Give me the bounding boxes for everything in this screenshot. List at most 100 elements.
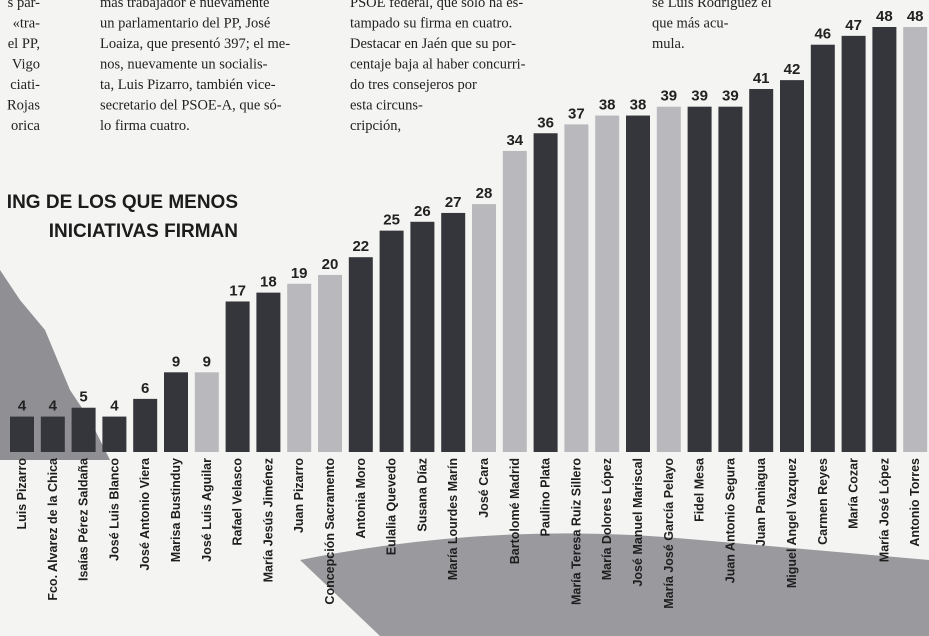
category-label: Juan Paniagua [754,457,768,546]
bar [133,398,158,452]
bar [564,124,589,452]
bar [287,283,312,452]
article-text: esta circuns- [350,98,423,114]
value-label: 20 [322,256,339,273]
category-label: María Teresa Ruiz Sillero [569,458,583,605]
value-label: 18 [260,274,277,291]
bar [595,115,620,453]
article-text: PSOE federal, que sólo ha es- [350,0,523,11]
category-label: María José García Pelayo [662,458,676,609]
article-text: el PP, [8,36,40,52]
article-text: que más acu- [652,16,729,32]
article-text: orica [11,118,41,134]
article-text: ta, Luis Pizarro, también vice- [100,77,276,93]
value-label: 6 [141,380,149,397]
bar [441,212,466,452]
category-label: Susana Díaz [415,458,429,532]
article-text: tampado su firma en cuatro. [350,16,512,32]
article-text: nos, nuevamente un socialis- [100,57,268,73]
category-label: Fidel Mesa [693,457,707,522]
bar [718,106,743,452]
bar [810,44,835,452]
category-label: Antonia Moro [354,458,368,539]
value-label: 36 [537,114,554,131]
article-text: «tra- [13,16,41,32]
bar [472,204,496,452]
category-label: María Dolores López [600,458,614,580]
category-label: Rafael Velasco [231,458,245,546]
value-label: 39 [722,88,739,105]
bar [410,221,435,452]
category-label: Antonio Torres [908,458,922,547]
bar [687,106,712,452]
bar [40,416,65,452]
bar [533,133,558,452]
category-label: María Jesús Jiménez [261,458,275,582]
category-label: José Luis Aguilar [200,458,214,562]
article-text: más trabajador e nuevamente [100,0,270,11]
value-label: 28 [476,185,493,202]
article-text: secretario del PSOE-A, que só- [100,98,282,114]
value-label: 19 [291,265,308,282]
bar [749,88,774,453]
value-label: 9 [203,353,211,370]
category-label: José Cara [477,457,491,518]
category-label: Marisa Bustinduy [169,458,183,562]
category-label: Luis Pizarro [15,458,29,530]
background-shape [300,533,929,636]
article-text: cripción, [350,118,401,134]
category-label: Isaías Pérez Saldaña [77,457,91,581]
category-label: María Lourdes Marín [446,458,460,580]
bar [256,292,281,452]
bar [626,115,650,453]
value-label: 47 [845,17,862,34]
bar [656,106,681,452]
article-text: un parlamentario del PP, José [100,16,270,32]
category-label: José Luis Blanco [107,458,121,561]
bar [71,407,96,452]
value-label: 17 [229,282,246,299]
chart-title: INICIATIVAS FIRMAN [49,221,238,242]
category-label: Juan Pizarro [292,458,306,533]
value-label: 38 [630,97,647,114]
value-label: 42 [784,61,801,78]
bar [318,274,342,452]
category-label: Fco. Alvarez de la Chica [46,457,60,601]
article-text: ciati- [10,77,40,93]
category-label: Carmen Reyes [816,458,830,545]
category-label: Paulino Plata [539,457,553,537]
article-text: do tres consejeros por [350,77,477,93]
value-label: 37 [568,105,585,122]
article-text: Rojas [7,98,40,114]
bar [379,230,404,452]
value-label: 25 [383,212,400,229]
value-label: 46 [814,26,831,43]
chart-title: ING DE LOS QUE MENOS [7,192,238,213]
value-label: 34 [506,132,523,149]
category-label: José Antonio Viera [138,457,152,571]
article-text: Loaiza, que presentó 397; el me- [100,36,290,52]
value-label: 26 [414,203,431,220]
value-label: 38 [599,97,616,114]
bar [348,257,373,452]
article-text: centaje baja al haber concurri- [350,57,526,73]
bar [872,27,897,452]
category-label: María Cozar [847,458,861,529]
bar [841,35,866,453]
bar [102,416,127,452]
article-text: Destacar en Jaén que su por- [350,36,516,52]
article-text: s par- [8,0,40,11]
bar [10,416,34,452]
article-text: se Luis Rodríguez el [652,0,772,11]
value-label: 41 [753,70,770,87]
category-label: Miguel Angel Vazquez [785,458,799,588]
bar [164,372,188,452]
value-label: 4 [49,398,58,415]
value-label: 4 [18,398,27,415]
bar [194,372,219,452]
value-label: 9 [172,353,180,370]
category-label: Bartolomé Madrid [508,458,522,564]
value-label: 39 [660,88,677,105]
value-label: 48 [876,8,893,25]
